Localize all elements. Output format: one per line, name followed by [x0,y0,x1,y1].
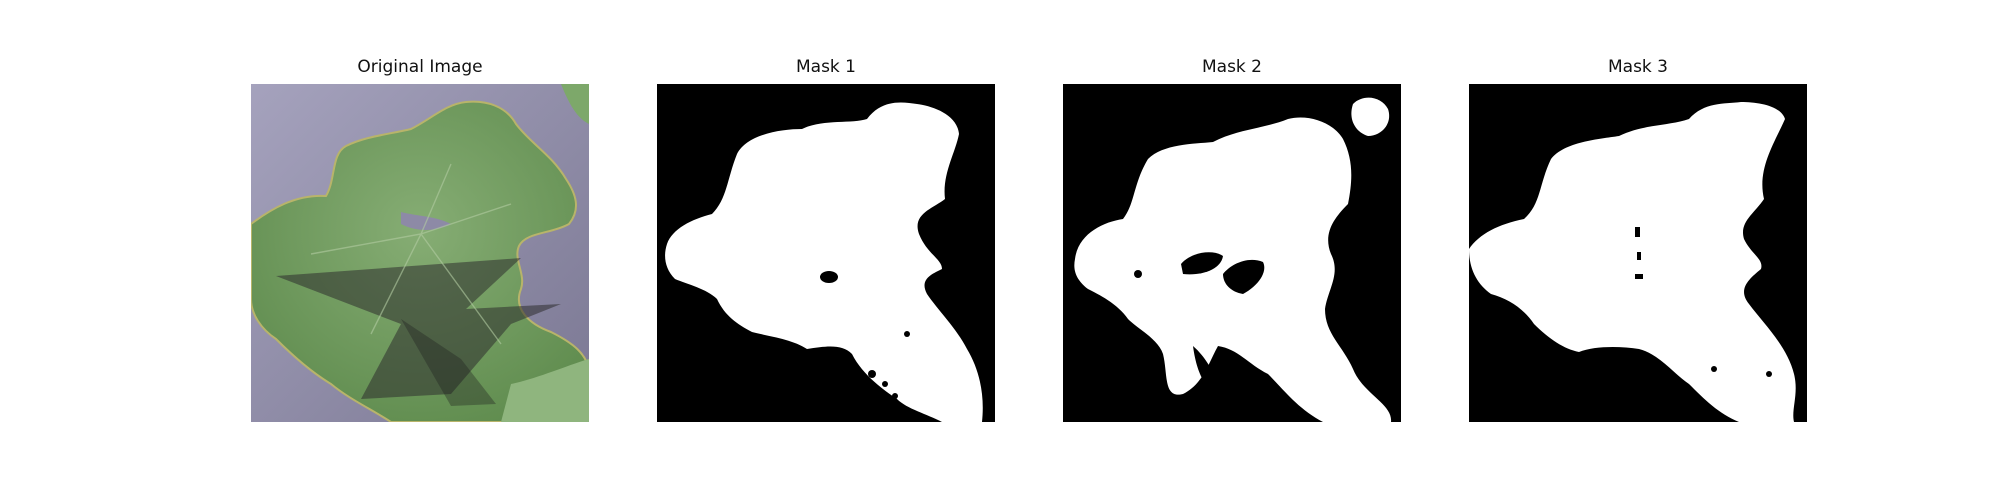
mask-blob-top-right [1351,97,1390,136]
mask-hole-right [1223,259,1265,294]
mask-speck [1250,386,1256,392]
mask-2-image [1063,84,1401,422]
mask-speck [1766,371,1772,377]
mask-region [1469,102,1796,422]
original-leaf-photo [251,84,589,422]
mask-3-graphic [1469,84,1807,422]
mask-hole [820,271,838,283]
mask-hole-left [1181,252,1223,275]
leaf-veins [310,163,512,345]
mask-hole [1637,252,1641,260]
mask-speck [882,381,888,387]
leaf-shadow-triangle [401,319,496,406]
mask-speck [1711,366,1717,372]
mask-speck [1134,270,1142,278]
panel-title: Mask 2 [1201,57,1262,77]
mask-hole [1635,274,1643,279]
mask-region [665,102,983,422]
leaf-shadow-band [276,258,561,399]
leaf-shape [251,100,589,422]
mask-speck [868,370,876,378]
mask-3-image [1469,84,1807,422]
mask-1-image [657,84,995,422]
panel-title: Mask 3 [1607,57,1668,77]
mask-hole [1635,227,1640,237]
leaf-right-edge [561,84,589,124]
mask-2-graphic [1063,84,1401,422]
leaf-photo-graphic [251,84,589,422]
mask-speck [904,331,910,337]
panel-title: Original Image [357,57,483,77]
leaf-bottom-right [501,359,589,422]
mask-1-graphic [657,84,995,422]
mask-speck [892,393,898,399]
panel-title: Mask 1 [795,57,856,77]
mask-notch-bottom [1193,346,1223,391]
